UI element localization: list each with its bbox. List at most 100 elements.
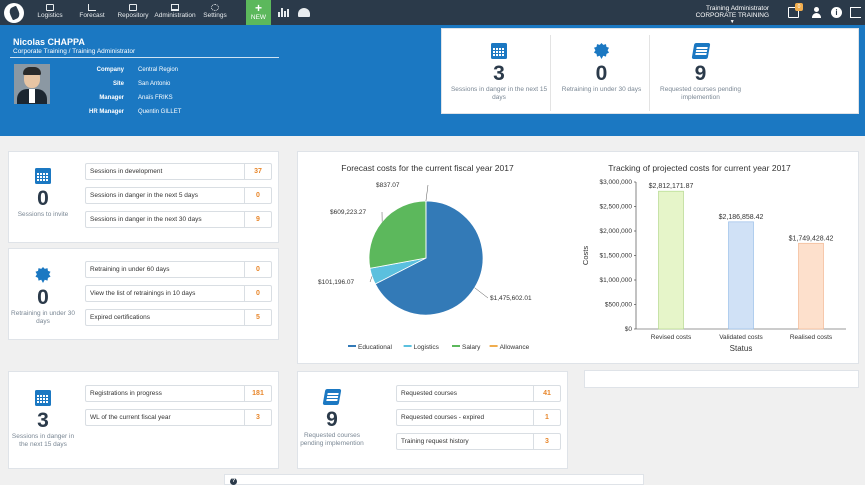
retraining-kpi[interactable]: 0 Retraining in under 30 days (9, 267, 77, 325)
row-label: Requested courses - expired (401, 414, 485, 421)
laptop-icon (129, 4, 137, 11)
caret-down-icon: ▼ (729, 19, 735, 25)
info-icon[interactable]: i (831, 7, 842, 18)
box-icon (46, 4, 54, 11)
x-axis-label: Status (730, 344, 753, 353)
user-subtitle: Corporate Training / Training Administra… (13, 48, 136, 55)
stat-sessions-danger-15[interactable]: 3 Sessions in danger in the next 15 days (448, 35, 550, 111)
stat-value: 3 (493, 62, 505, 85)
y-tick-label: $1,000,000 (599, 277, 632, 284)
legend-swatch (489, 345, 498, 347)
plus-icon: + (254, 1, 262, 15)
app-logo[interactable] (4, 3, 24, 23)
kpi-value: 0 (37, 286, 49, 309)
list-item[interactable]: Sessions in development 37 (85, 163, 272, 180)
role-selector[interactable]: Training Administrator CORPORATE TRAININ… (696, 5, 769, 26)
row-value: 181 (244, 386, 271, 401)
pie-leader-line (425, 184, 429, 202)
list-item[interactable]: Registrations in progress 181 (85, 385, 272, 402)
nav-logistics[interactable]: Logistics (34, 0, 66, 25)
monitor-icon (171, 4, 179, 11)
kpi-label: Retraining in under 30 days (11, 310, 75, 325)
bottom-panel (224, 474, 644, 485)
row-value: 41 (533, 386, 560, 401)
calendar-icon (35, 168, 51, 184)
list-item[interactable]: View the list of retrainings in 10 days … (85, 285, 272, 302)
pie-data-label: $837.07 (376, 182, 400, 189)
dashboard-gauge-icon[interactable] (298, 8, 310, 17)
legend-swatch (403, 345, 412, 347)
stat-label: Retraining in under 30 days (561, 86, 642, 93)
bar-revised-costs[interactable] (658, 190, 684, 330)
nav-forecast[interactable]: Forecast (76, 0, 108, 25)
nav-administration[interactable]: Administration (153, 0, 197, 25)
help-icon[interactable]: ? (230, 478, 237, 485)
list-item[interactable]: Sessions in danger in the next 30 days 9 (85, 211, 272, 228)
bar-validated-costs[interactable] (728, 221, 754, 330)
gear-icon (211, 4, 219, 11)
legend-entry-salary[interactable]: Salary (462, 344, 481, 351)
new-button[interactable]: + NEW (246, 0, 271, 25)
pie-data-label: $1,475,602.01 (490, 295, 532, 302)
nav-repository-label: Repository (117, 12, 149, 19)
list-item[interactable]: Requested courses 41 (396, 385, 561, 402)
top-nav-bar: Logistics Forecast Repository Administra… (0, 0, 865, 25)
role-org: CORPORATE TRAINING (695, 12, 769, 19)
nav-logistics-label: Logistics (37, 12, 63, 19)
row-value: 37 (244, 164, 271, 179)
legend-entry-allowance[interactable]: Allowance (500, 344, 530, 351)
line-chart-icon (88, 4, 96, 11)
row-label: View the list of retrainings in 10 days (90, 290, 196, 297)
field-value: Anaïs FRIKS (138, 95, 173, 101)
sessions-to-invite-kpi[interactable]: 0 Sessions to invite (9, 168, 77, 219)
legend-swatch (452, 345, 460, 347)
field-key: Site (112, 81, 124, 87)
list-item[interactable]: Expired certifications 5 (85, 309, 272, 326)
bar-chart-icon[interactable] (277, 6, 289, 18)
badge-icon (35, 267, 51, 283)
list-item[interactable]: Training request history 3 (396, 433, 561, 450)
row-value: 3 (244, 410, 271, 425)
row-label: Sessions in danger in the next 30 days (90, 216, 202, 223)
nav-forecast-label: Forecast (79, 12, 105, 19)
y-tick-label: $0 (625, 326, 633, 333)
notifications-icon[interactable] (788, 7, 799, 18)
list-item[interactable]: Retraining in under 60 days 0 (85, 261, 272, 278)
nav-repository[interactable]: Repository (114, 0, 152, 25)
y-axis-label: Costs (581, 246, 590, 265)
legend-entry-logistics[interactable]: Logistics (414, 344, 440, 351)
y-tick-label: $1,500,000 (599, 253, 632, 260)
legend-entry-educational[interactable]: Educational (358, 344, 393, 351)
list-item[interactable]: Sessions in danger in the next 5 days 0 (85, 187, 272, 204)
y-tick-label: $3,000,000 (599, 179, 632, 186)
logout-icon[interactable] (850, 7, 861, 18)
divider (10, 57, 279, 58)
stat-retraining-30[interactable]: 0 Retraining in under 30 days (550, 35, 652, 111)
row-label: Sessions in danger in the next 5 days (90, 192, 199, 199)
nav-settings[interactable]: Settings (200, 0, 230, 25)
requested-courses-kpi[interactable]: 9 Requested courses pending implemention (298, 389, 366, 447)
bar-chart-title: Tracking of projected costs for current … (608, 163, 791, 173)
row-label: Retraining in under 60 days (90, 266, 170, 273)
pie-data-label: $609,223.27 (330, 209, 367, 216)
legend-swatch (348, 345, 356, 347)
role-title: Training Administrator (706, 5, 769, 12)
pie-slice-salary[interactable] (368, 200, 427, 269)
new-button-label: NEW (250, 14, 267, 21)
sessions-danger-15-kpi[interactable]: 3 Sessions in danger in the next 15 days (9, 390, 77, 448)
y-tick-label: $500,000 (605, 302, 632, 309)
list-item[interactable]: WL of the current fiscal year 3 (85, 409, 272, 426)
row-value: 9 (244, 212, 271, 227)
x-tick-label: Revised costs (651, 334, 692, 341)
stat-value: 0 (595, 62, 608, 85)
pie-slice-educational[interactable] (374, 200, 484, 316)
calendar-icon (491, 43, 507, 59)
list-item[interactable]: Requested courses - expired 1 (396, 409, 561, 426)
retraining-panel: 0 Retraining in under 30 days Retraining… (8, 248, 279, 340)
bar-realised-costs[interactable] (798, 242, 824, 330)
row-value: 0 (244, 188, 271, 203)
profile-field-hr-manager: HR Manager Quentin GILLET (60, 109, 280, 118)
stat-requested-courses[interactable]: 9 Requested courses pending implemention (649, 35, 751, 111)
user-profile-icon[interactable] (811, 7, 822, 18)
user-name: Nicolas CHAPPA (13, 37, 85, 47)
